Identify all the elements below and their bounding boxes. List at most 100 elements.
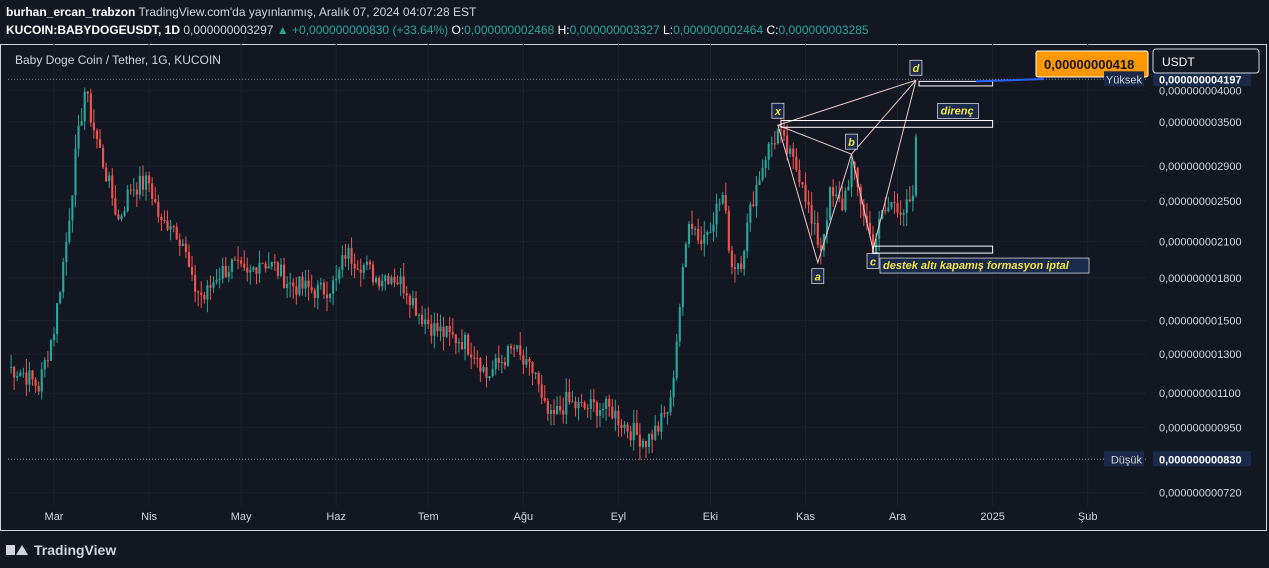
- candle-body: [289, 282, 292, 284]
- high-label: H:: [557, 23, 570, 37]
- price-tick-label: 0,000000002900: [1159, 161, 1242, 173]
- candle-body: [151, 183, 154, 199]
- candle-body: [335, 278, 338, 281]
- candle-body: [690, 224, 694, 229]
- candle-body: [144, 175, 148, 190]
- footer-brand[interactable]: TradingView: [6, 540, 116, 560]
- candle-body: [506, 346, 510, 366]
- candle-body: [574, 401, 577, 409]
- candle-body: [513, 348, 516, 350]
- time-tick-label: Mar: [45, 511, 64, 523]
- candle-body: [258, 262, 261, 274]
- candle-body: [9, 366, 13, 368]
- pattern-xab: [777, 124, 853, 265]
- candle-body: [476, 357, 479, 359]
- candle-body: [703, 234, 706, 244]
- candle-body: [601, 408, 605, 411]
- candle-body: [95, 130, 99, 139]
- currency-button[interactable]: USDT: [1152, 48, 1260, 74]
- candle-body: [611, 406, 614, 419]
- low-label: L:: [663, 23, 674, 37]
- pattern-point-box: [771, 102, 785, 119]
- candle-body: [154, 198, 157, 202]
- price-tick-label: 0,000000002500: [1159, 196, 1242, 208]
- candle-body: [902, 212, 905, 215]
- candle-body: [638, 434, 641, 447]
- candle-body: [273, 261, 276, 263]
- candle-body: [755, 184, 758, 207]
- price-chart[interactable]: x a b c d direnç destek altı kapamış formasyon…: [0, 44, 1269, 532]
- candle-body: [470, 354, 473, 358]
- candle-body: [868, 222, 872, 235]
- candle-body: [813, 222, 816, 224]
- candle-body: [255, 267, 258, 274]
- candle-body: [522, 355, 525, 365]
- zone-box: [872, 245, 994, 254]
- candle-body: [166, 220, 169, 230]
- zone-label-box: [937, 103, 979, 119]
- candle-body: [206, 285, 209, 300]
- candle-body: [80, 121, 83, 126]
- candle-body: [378, 277, 381, 287]
- candle-body: [62, 262, 65, 293]
- candle-body: [485, 367, 488, 379]
- candle-body: [706, 232, 709, 235]
- candle-body: [568, 391, 571, 403]
- candle-body: [503, 362, 506, 366]
- candle-body: [531, 362, 534, 374]
- candle-body: [562, 410, 565, 415]
- candle-body: [402, 276, 405, 294]
- candle-body: [46, 360, 49, 362]
- candle-body: [546, 400, 549, 414]
- symbol-name[interactable]: KUCOIN:BABYDOGEUSDT, 1D: [6, 23, 181, 37]
- publish-date: TradingView.com'da yayınlanmış, Aralık 0…: [138, 5, 477, 19]
- open-value: 0,000000002468: [464, 23, 555, 37]
- candle-body: [92, 122, 95, 131]
- candle-body: [635, 422, 638, 435]
- candle-body: [844, 190, 847, 211]
- candle-body: [792, 148, 795, 157]
- candle-body: [295, 286, 298, 295]
- high-label-bg: [1104, 71, 1144, 87]
- candle-body: [828, 187, 832, 221]
- candle-body: [132, 189, 135, 191]
- candle-body: [49, 340, 53, 361]
- zone-box: [780, 120, 994, 128]
- time-tick-label: Haz: [326, 511, 346, 523]
- candle-body: [519, 345, 522, 356]
- candle-body: [341, 255, 344, 270]
- candle-body: [215, 280, 218, 283]
- brand-name: TradingView: [34, 542, 117, 558]
- candle-body: [565, 391, 568, 415]
- candle-body: [660, 413, 663, 432]
- time-tick-label: Eyl: [611, 511, 626, 523]
- candle-body: [212, 282, 215, 288]
- candle-body: [810, 205, 813, 224]
- pattern-point-label: d: [913, 63, 920, 75]
- candle-body: [454, 334, 457, 344]
- candle-body: [175, 226, 178, 240]
- candle-body: [313, 290, 316, 298]
- candle-body: [595, 402, 599, 416]
- candle-body: [718, 203, 721, 205]
- candle-body: [102, 147, 105, 168]
- candle-body: [286, 283, 289, 289]
- candle-body: [319, 282, 322, 285]
- candle-body: [832, 187, 835, 196]
- candle-body: [583, 402, 586, 409]
- candle-body: [371, 264, 375, 283]
- candle-body: [620, 425, 623, 428]
- candle-body: [408, 295, 411, 306]
- candle-body: [899, 212, 902, 215]
- candle-body: [586, 408, 589, 410]
- candle-body: [736, 263, 740, 269]
- pattern-point-label: a: [815, 272, 821, 284]
- candle-body: [329, 293, 332, 298]
- author-name[interactable]: burhan_ercan_trabzon: [6, 5, 136, 19]
- price-tick-label: 0,000000000950: [1159, 423, 1242, 435]
- candle-body: [236, 260, 240, 262]
- candle-body: [249, 270, 252, 273]
- candle-body: [537, 372, 540, 385]
- candle-body: [700, 240, 703, 244]
- candle-body: [641, 440, 645, 447]
